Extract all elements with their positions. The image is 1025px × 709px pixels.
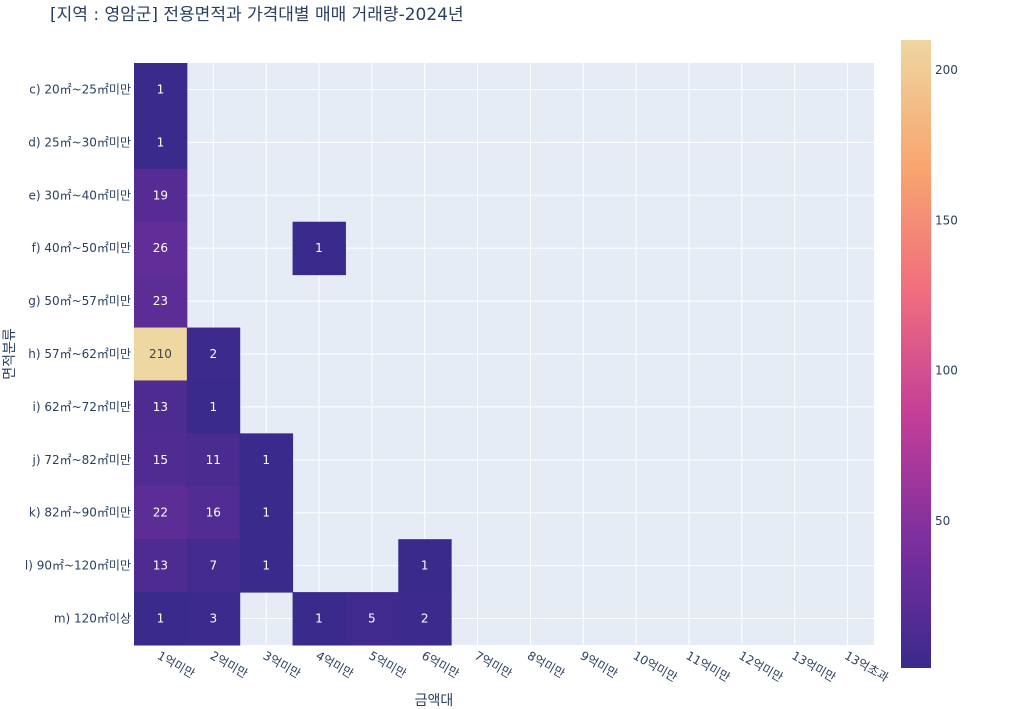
heatmap-cell	[134, 221, 188, 276]
y-tick-label: c) 20㎡~25㎡미만	[29, 82, 131, 96]
x-tick-label: 12억미만	[736, 648, 785, 684]
x-tick-label: 10억미만	[631, 648, 680, 684]
y-tick-label: l) 90㎡~120㎡미만	[25, 559, 131, 573]
cell-value-label: 210	[149, 347, 172, 361]
y-tick-label: d) 25㎡~30㎡미만	[28, 135, 131, 149]
colorbar	[901, 40, 931, 668]
cell-value-label: 2	[421, 612, 429, 626]
y-tick-label: e) 30㎡~40㎡미만	[28, 188, 131, 202]
cell-value-label: 1	[262, 453, 270, 467]
x-tick-label: 13억미만	[789, 648, 838, 684]
x-tick-label: 4억미만	[314, 648, 356, 681]
y-tick-label: i) 62㎡~72㎡미만	[32, 400, 131, 414]
colorbar-tick-label: 50	[935, 514, 950, 528]
heatmap-cell	[292, 592, 346, 646]
cell-value-label: 3	[209, 612, 217, 626]
y-axis-title: 면적분류	[2, 328, 18, 380]
cell-value-label: 23	[153, 294, 168, 308]
y-tick-label: g) 50㎡~57㎡미만	[28, 294, 131, 308]
heatmap-cell	[134, 539, 188, 593]
heatmap-cell	[186, 539, 241, 593]
x-axis-title: 금액대	[415, 693, 454, 709]
x-tick-label: 6억미만	[419, 648, 461, 681]
cell-value-label: 1	[262, 559, 270, 573]
heatmap-cell	[134, 63, 188, 117]
heatmap-cell	[134, 327, 188, 381]
cell-value-label: 13	[153, 400, 168, 414]
cell-value-label: 7	[209, 559, 217, 573]
x-tick-label: 11억미만	[684, 648, 733, 684]
cell-value-label: 16	[206, 506, 221, 520]
heatmap-cell	[186, 433, 241, 487]
heatmap-cell	[134, 380, 188, 434]
heatmap-cell	[239, 539, 294, 593]
cell-value-label: 22	[153, 506, 168, 520]
chart-title: [지역 : 영암군] 전용면적과 가격대별 매매 거래량-2024년	[50, 5, 464, 25]
cell-value-label: 1	[315, 612, 323, 626]
y-tick-label: m) 120㎡이상	[54, 612, 131, 626]
cell-value-label: 1	[157, 612, 165, 626]
heatmap-cell	[186, 327, 241, 381]
x-tick-label: 8억미만	[525, 648, 567, 681]
cell-value-label: 5	[368, 612, 376, 626]
cell-value-label: 1	[262, 506, 270, 520]
y-tick-label: j) 72㎡~82㎡미만	[31, 453, 131, 467]
heatmap-cell	[398, 539, 452, 593]
heatmap-cell	[186, 592, 241, 646]
colorbar-tick-label: 200	[935, 63, 958, 77]
heatmap-cell	[134, 486, 188, 540]
y-tick-label: k) 82㎡~90㎡미만	[29, 506, 131, 520]
cell-value-label: 19	[153, 188, 168, 202]
cell-value-label: 1	[157, 82, 165, 96]
colorbar-tick-label: 150	[935, 213, 958, 227]
heatmap-cell	[186, 486, 241, 540]
cell-value-label: 15	[153, 453, 168, 467]
x-tick-label: 7억미만	[472, 648, 514, 681]
x-tick-label: 1억미만	[155, 648, 197, 681]
heatmap-cell	[239, 486, 294, 540]
heatmap-cell	[134, 592, 188, 646]
y-tick-label: f) 40㎡~50㎡미만	[32, 241, 131, 255]
x-tick-label: 5억미만	[366, 648, 408, 681]
heatmap-cell	[134, 115, 188, 170]
heatmap-cell	[134, 274, 188, 329]
cell-value-label: 2	[209, 347, 217, 361]
x-tick-label: 13억초과	[842, 648, 891, 684]
cell-value-label: 13	[153, 559, 168, 573]
y-tick-label: h) 57㎡~62㎡미만	[28, 347, 131, 361]
x-tick-label: 9억미만	[578, 648, 620, 681]
heatmap-cell	[186, 380, 241, 434]
cell-value-label: 1	[157, 135, 165, 149]
cell-value-label: 1	[315, 241, 323, 255]
x-tick-label: 2억미만	[208, 648, 250, 681]
cell-value-label: 11	[206, 453, 221, 467]
heatmap-cell	[398, 592, 452, 646]
x-tick-label: 3억미만	[261, 648, 303, 681]
colorbar-tick-label: 100	[935, 364, 958, 378]
heatmap-cell	[134, 433, 188, 487]
heatmap-cell	[134, 168, 188, 223]
heatmap-cell	[239, 433, 294, 487]
heatmap-cell	[292, 221, 346, 276]
heatmap-cell	[345, 592, 399, 646]
cell-value-label: 26	[153, 241, 168, 255]
cell-value-label: 1	[421, 559, 429, 573]
cell-value-label: 1	[209, 400, 217, 414]
